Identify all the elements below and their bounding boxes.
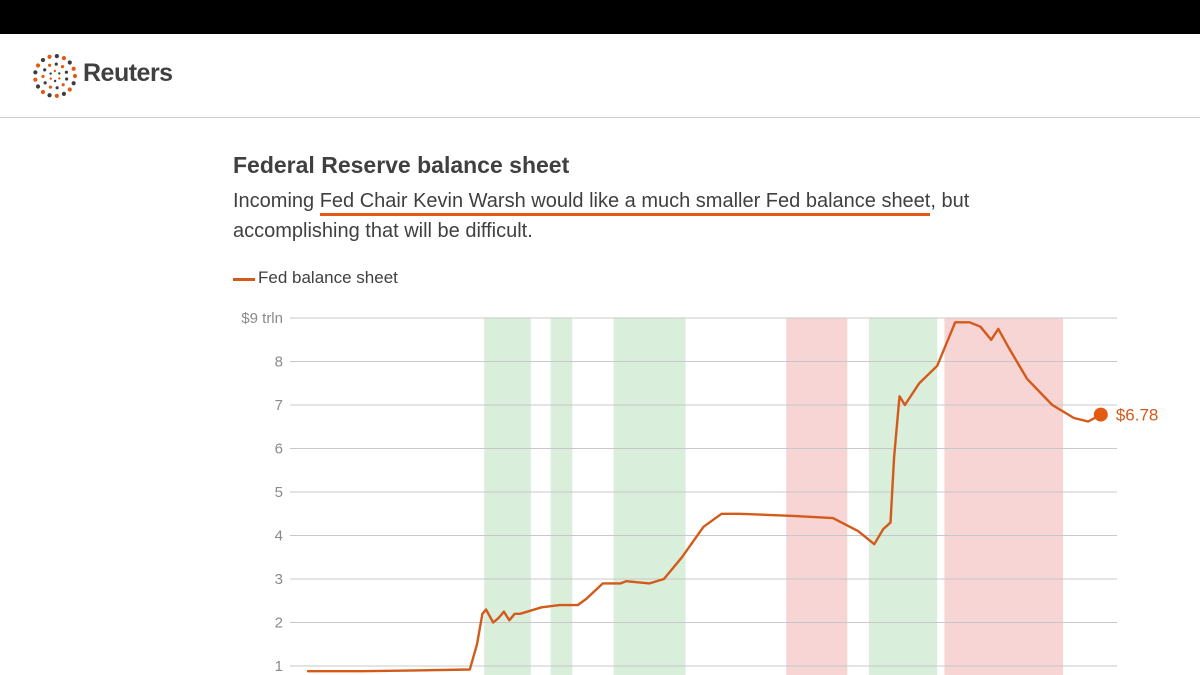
chart-subtitle: Incoming Fed Chair Kevin Warsh would lik… [233, 186, 1063, 246]
logo-dot [48, 85, 53, 89]
latest-value-label: $6.78 [1116, 406, 1159, 425]
contraction-band [944, 318, 1064, 675]
legend-label: Fed balance sheet [258, 268, 398, 287]
y-tick-label: 4 [275, 528, 283, 545]
expansion-band [484, 318, 531, 675]
logo-dot [43, 81, 47, 85]
subtitle-intro: Incoming [233, 190, 320, 212]
logo-dot [60, 65, 65, 69]
logo-dot [61, 83, 65, 87]
logo-dot [54, 93, 59, 98]
logo-dot [40, 89, 46, 95]
y-tick-label: 1 [275, 658, 283, 675]
logo-dot [72, 73, 77, 79]
logo-dot [54, 62, 58, 66]
logo-dot [58, 72, 61, 75]
series-line-fed-balance-sheet [306, 321, 1102, 673]
logo-dot [67, 60, 72, 65]
contraction-band [786, 318, 848, 675]
y-tick-label: 7 [275, 397, 283, 414]
y-tick-label: 5 [275, 484, 283, 501]
brand-name[interactable]: Reuters [83, 59, 173, 87]
subtitle-rest: , but accomplishing that will be difficu… [233, 190, 970, 242]
legend-line-swatch [233, 278, 255, 281]
logo-dot [71, 81, 76, 86]
logo-dot [33, 70, 38, 75]
chart-title: Federal Reserve balance sheet [233, 152, 570, 178]
expansion-band [550, 318, 573, 675]
logo-dot [67, 87, 72, 92]
logo-dot [49, 77, 52, 80]
logo-dot [54, 54, 59, 59]
logo-dot [47, 54, 52, 59]
y-tick-label: $9 trln [241, 310, 283, 327]
logo-dot [53, 79, 57, 83]
logo-dot [61, 91, 67, 96]
logo-dot [58, 77, 61, 80]
y-tick-label: 8 [275, 354, 283, 371]
logo-dot [71, 66, 76, 71]
logo-dot [64, 70, 68, 74]
logo-dot [61, 56, 67, 61]
logo-dot [33, 77, 38, 82]
y-tick-label: 6 [275, 441, 283, 458]
y-tick-label: 3 [275, 571, 283, 588]
logo-dot [41, 74, 45, 79]
reuters-dots-logo-icon[interactable] [33, 54, 77, 98]
logo-dot [55, 86, 59, 90]
logo-dot [65, 77, 69, 81]
logo-dot [35, 84, 41, 89]
site-header: Reuters [0, 34, 1200, 118]
logo-dot [53, 69, 57, 73]
logo-dot [35, 63, 41, 68]
subtitle-highlight: Fed Chair Kevin Warsh would like a much … [319, 190, 931, 216]
top-black-bar [0, 0, 1200, 34]
latest-value-point [1093, 407, 1108, 422]
logo-dot [47, 93, 52, 98]
logo-dot [48, 63, 52, 67]
logo-dot [40, 57, 46, 63]
expansion-band [613, 318, 686, 675]
logo-dot [49, 72, 52, 75]
logo-dot [43, 68, 47, 72]
expansion-band [868, 318, 938, 675]
y-tick-label: 2 [275, 615, 283, 632]
